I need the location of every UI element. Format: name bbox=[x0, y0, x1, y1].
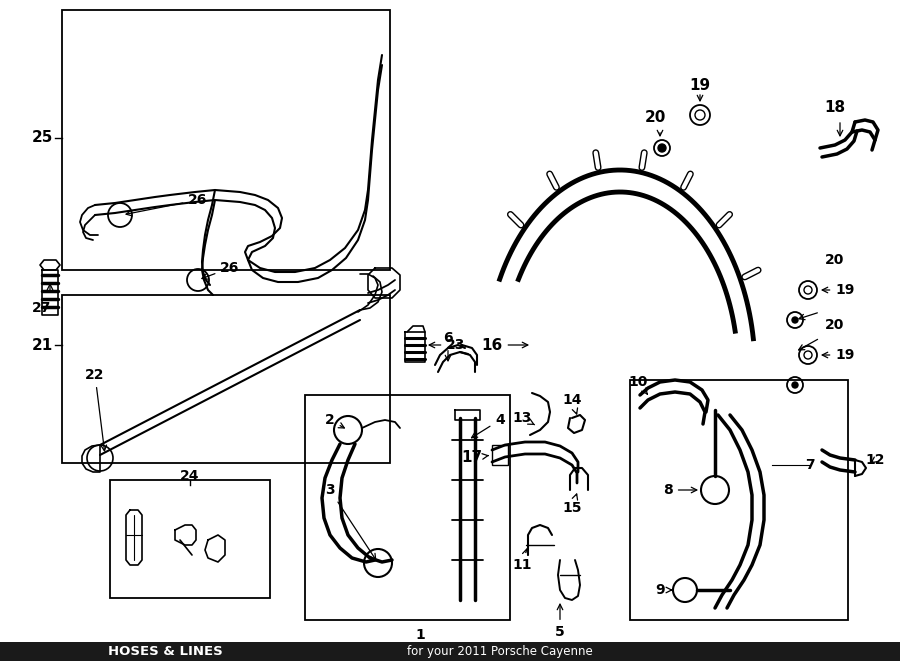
Text: 22: 22 bbox=[86, 368, 106, 451]
Bar bbox=[0, 642, 900, 661]
Text: 10: 10 bbox=[628, 375, 648, 394]
Text: 26: 26 bbox=[126, 193, 208, 216]
Text: 15: 15 bbox=[562, 494, 581, 515]
Text: 23: 23 bbox=[429, 338, 465, 352]
Text: 19: 19 bbox=[689, 77, 711, 93]
Text: 21: 21 bbox=[32, 338, 52, 352]
Text: 20: 20 bbox=[644, 110, 666, 126]
Bar bbox=[62, 10, 390, 270]
Bar bbox=[630, 380, 848, 620]
Text: 17: 17 bbox=[462, 451, 489, 465]
Text: 13: 13 bbox=[512, 411, 535, 425]
Circle shape bbox=[792, 382, 798, 388]
Text: for your 2011 Porsche Cayenne: for your 2011 Porsche Cayenne bbox=[407, 645, 593, 658]
Bar bbox=[62, 295, 390, 463]
Circle shape bbox=[658, 144, 666, 152]
Text: 14: 14 bbox=[562, 393, 581, 414]
Text: 4: 4 bbox=[472, 413, 505, 438]
Text: 16: 16 bbox=[482, 338, 527, 352]
Text: 18: 18 bbox=[824, 100, 846, 116]
Circle shape bbox=[792, 317, 798, 323]
Text: 27: 27 bbox=[32, 301, 51, 315]
Text: 7: 7 bbox=[806, 458, 814, 472]
Text: 25: 25 bbox=[32, 130, 53, 145]
Text: 24: 24 bbox=[180, 469, 200, 483]
Bar bbox=[305, 395, 510, 620]
Text: 12: 12 bbox=[865, 453, 885, 467]
Text: 2: 2 bbox=[325, 413, 345, 428]
Text: 11: 11 bbox=[512, 549, 532, 572]
Text: 20: 20 bbox=[825, 253, 845, 267]
Text: 3: 3 bbox=[325, 483, 375, 559]
Text: HOSES & LINES: HOSES & LINES bbox=[108, 645, 222, 658]
Text: 9: 9 bbox=[655, 583, 671, 597]
Text: 1: 1 bbox=[415, 628, 425, 642]
Text: 20: 20 bbox=[825, 318, 845, 332]
Text: 26: 26 bbox=[202, 261, 239, 279]
Text: 6: 6 bbox=[443, 331, 453, 361]
Text: 19: 19 bbox=[823, 283, 855, 297]
Bar bbox=[492, 445, 508, 465]
Text: 8: 8 bbox=[663, 483, 697, 497]
Bar bbox=[110, 480, 270, 598]
Text: 19: 19 bbox=[823, 348, 855, 362]
Text: 5: 5 bbox=[555, 604, 565, 639]
